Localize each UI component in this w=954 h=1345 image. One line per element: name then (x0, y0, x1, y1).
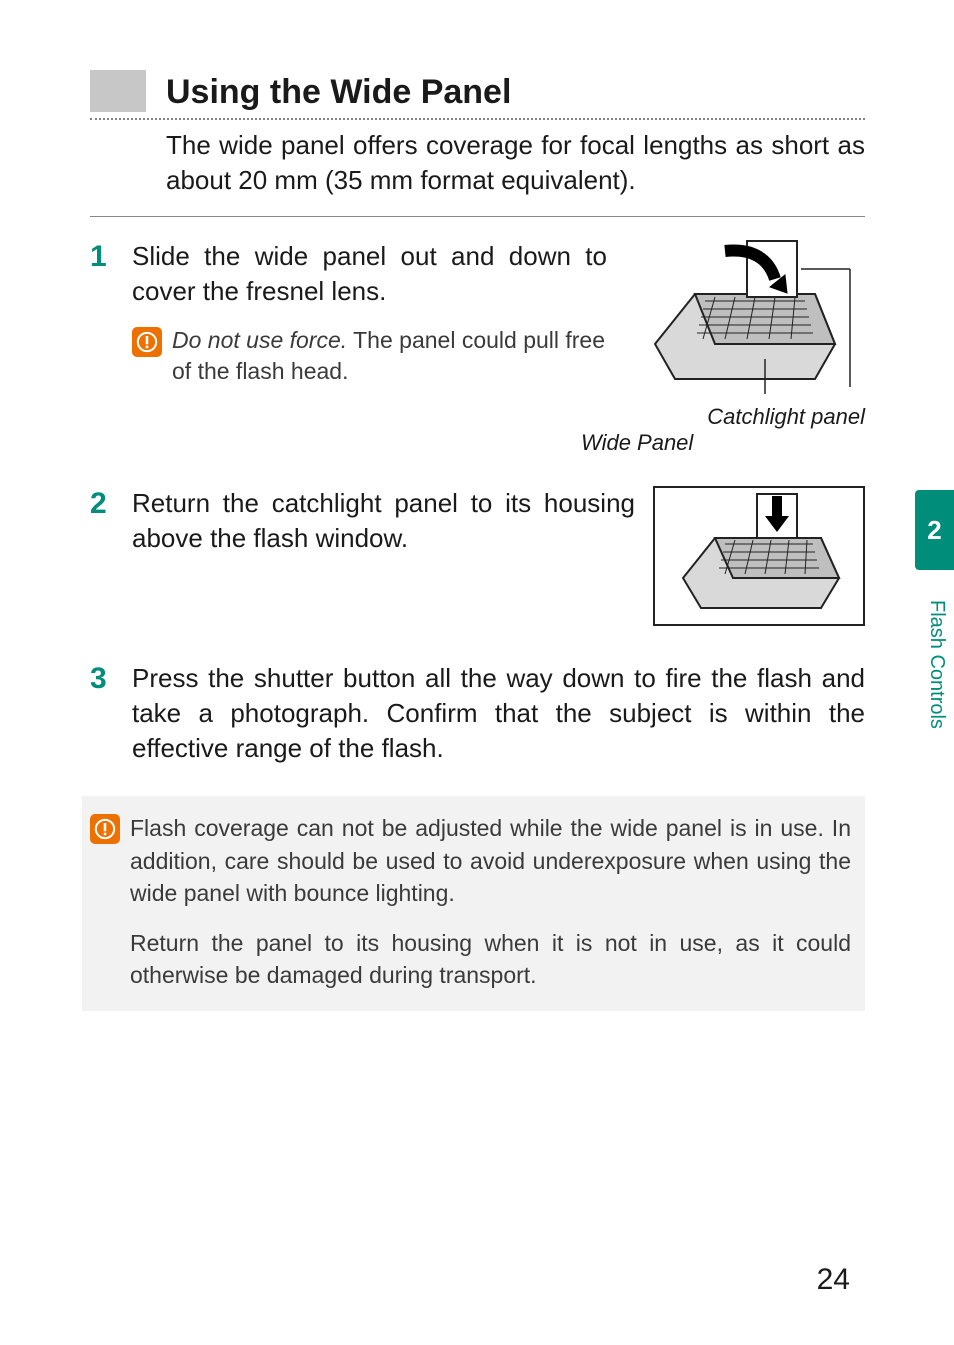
step-text: Slide the wide panel out and down to cov… (132, 239, 607, 309)
footer-caution-block: Flash coverage can not be adjusted while… (82, 796, 865, 1011)
heading-marker (90, 70, 146, 112)
label-catchlight: Catchlight panel (625, 404, 865, 430)
step-2: 2 Return the catchlight panel to its hou… (90, 486, 865, 631)
caution-emphasis: Do not use force. (172, 327, 347, 353)
footer-p1: Flash coverage can not be adjusted while… (130, 812, 851, 909)
footer-p2: Return the panel to its housing when it … (130, 927, 851, 991)
caution-text: Do not use force. The panel could pull f… (172, 325, 607, 387)
footer-caution-text: Flash coverage can not be adjusted while… (130, 812, 851, 991)
step-number: 3 (90, 661, 120, 766)
page-number: 24 (817, 1263, 850, 1297)
step-text: Return the catchlight panel to its housi… (132, 486, 635, 631)
chapter-tab: 2 (915, 490, 954, 570)
label-wide-panel: Wide Panel (581, 430, 865, 456)
divider (90, 216, 865, 217)
section-heading-row: Using the Wide Panel (90, 70, 865, 120)
chapter-label: Flash Controls (925, 600, 948, 729)
diagram-step-2 (653, 486, 865, 631)
step-3: 3 Press the shutter button all the way d… (90, 661, 865, 766)
warning-icon (132, 327, 162, 357)
section-title: Using the Wide Panel (166, 73, 511, 118)
manual-page: Using the Wide Panel The wide panel offe… (0, 0, 915, 1345)
step-number: 2 (90, 486, 120, 631)
warning-icon (90, 814, 120, 844)
intro-paragraph: The wide panel offers coverage for focal… (166, 128, 865, 198)
caution-row: Do not use force. The panel could pull f… (132, 325, 607, 387)
diagram-step-1: Catchlight panel Wide Panel (625, 239, 865, 456)
chapter-number: 2 (927, 515, 941, 546)
side-tab: 2 Flash Controls (915, 0, 954, 1345)
step-1: 1 Slide the wide panel out and down to c… (90, 239, 865, 456)
step-number: 1 (90, 239, 120, 456)
step-text: Press the shutter button all the way dow… (132, 661, 865, 766)
